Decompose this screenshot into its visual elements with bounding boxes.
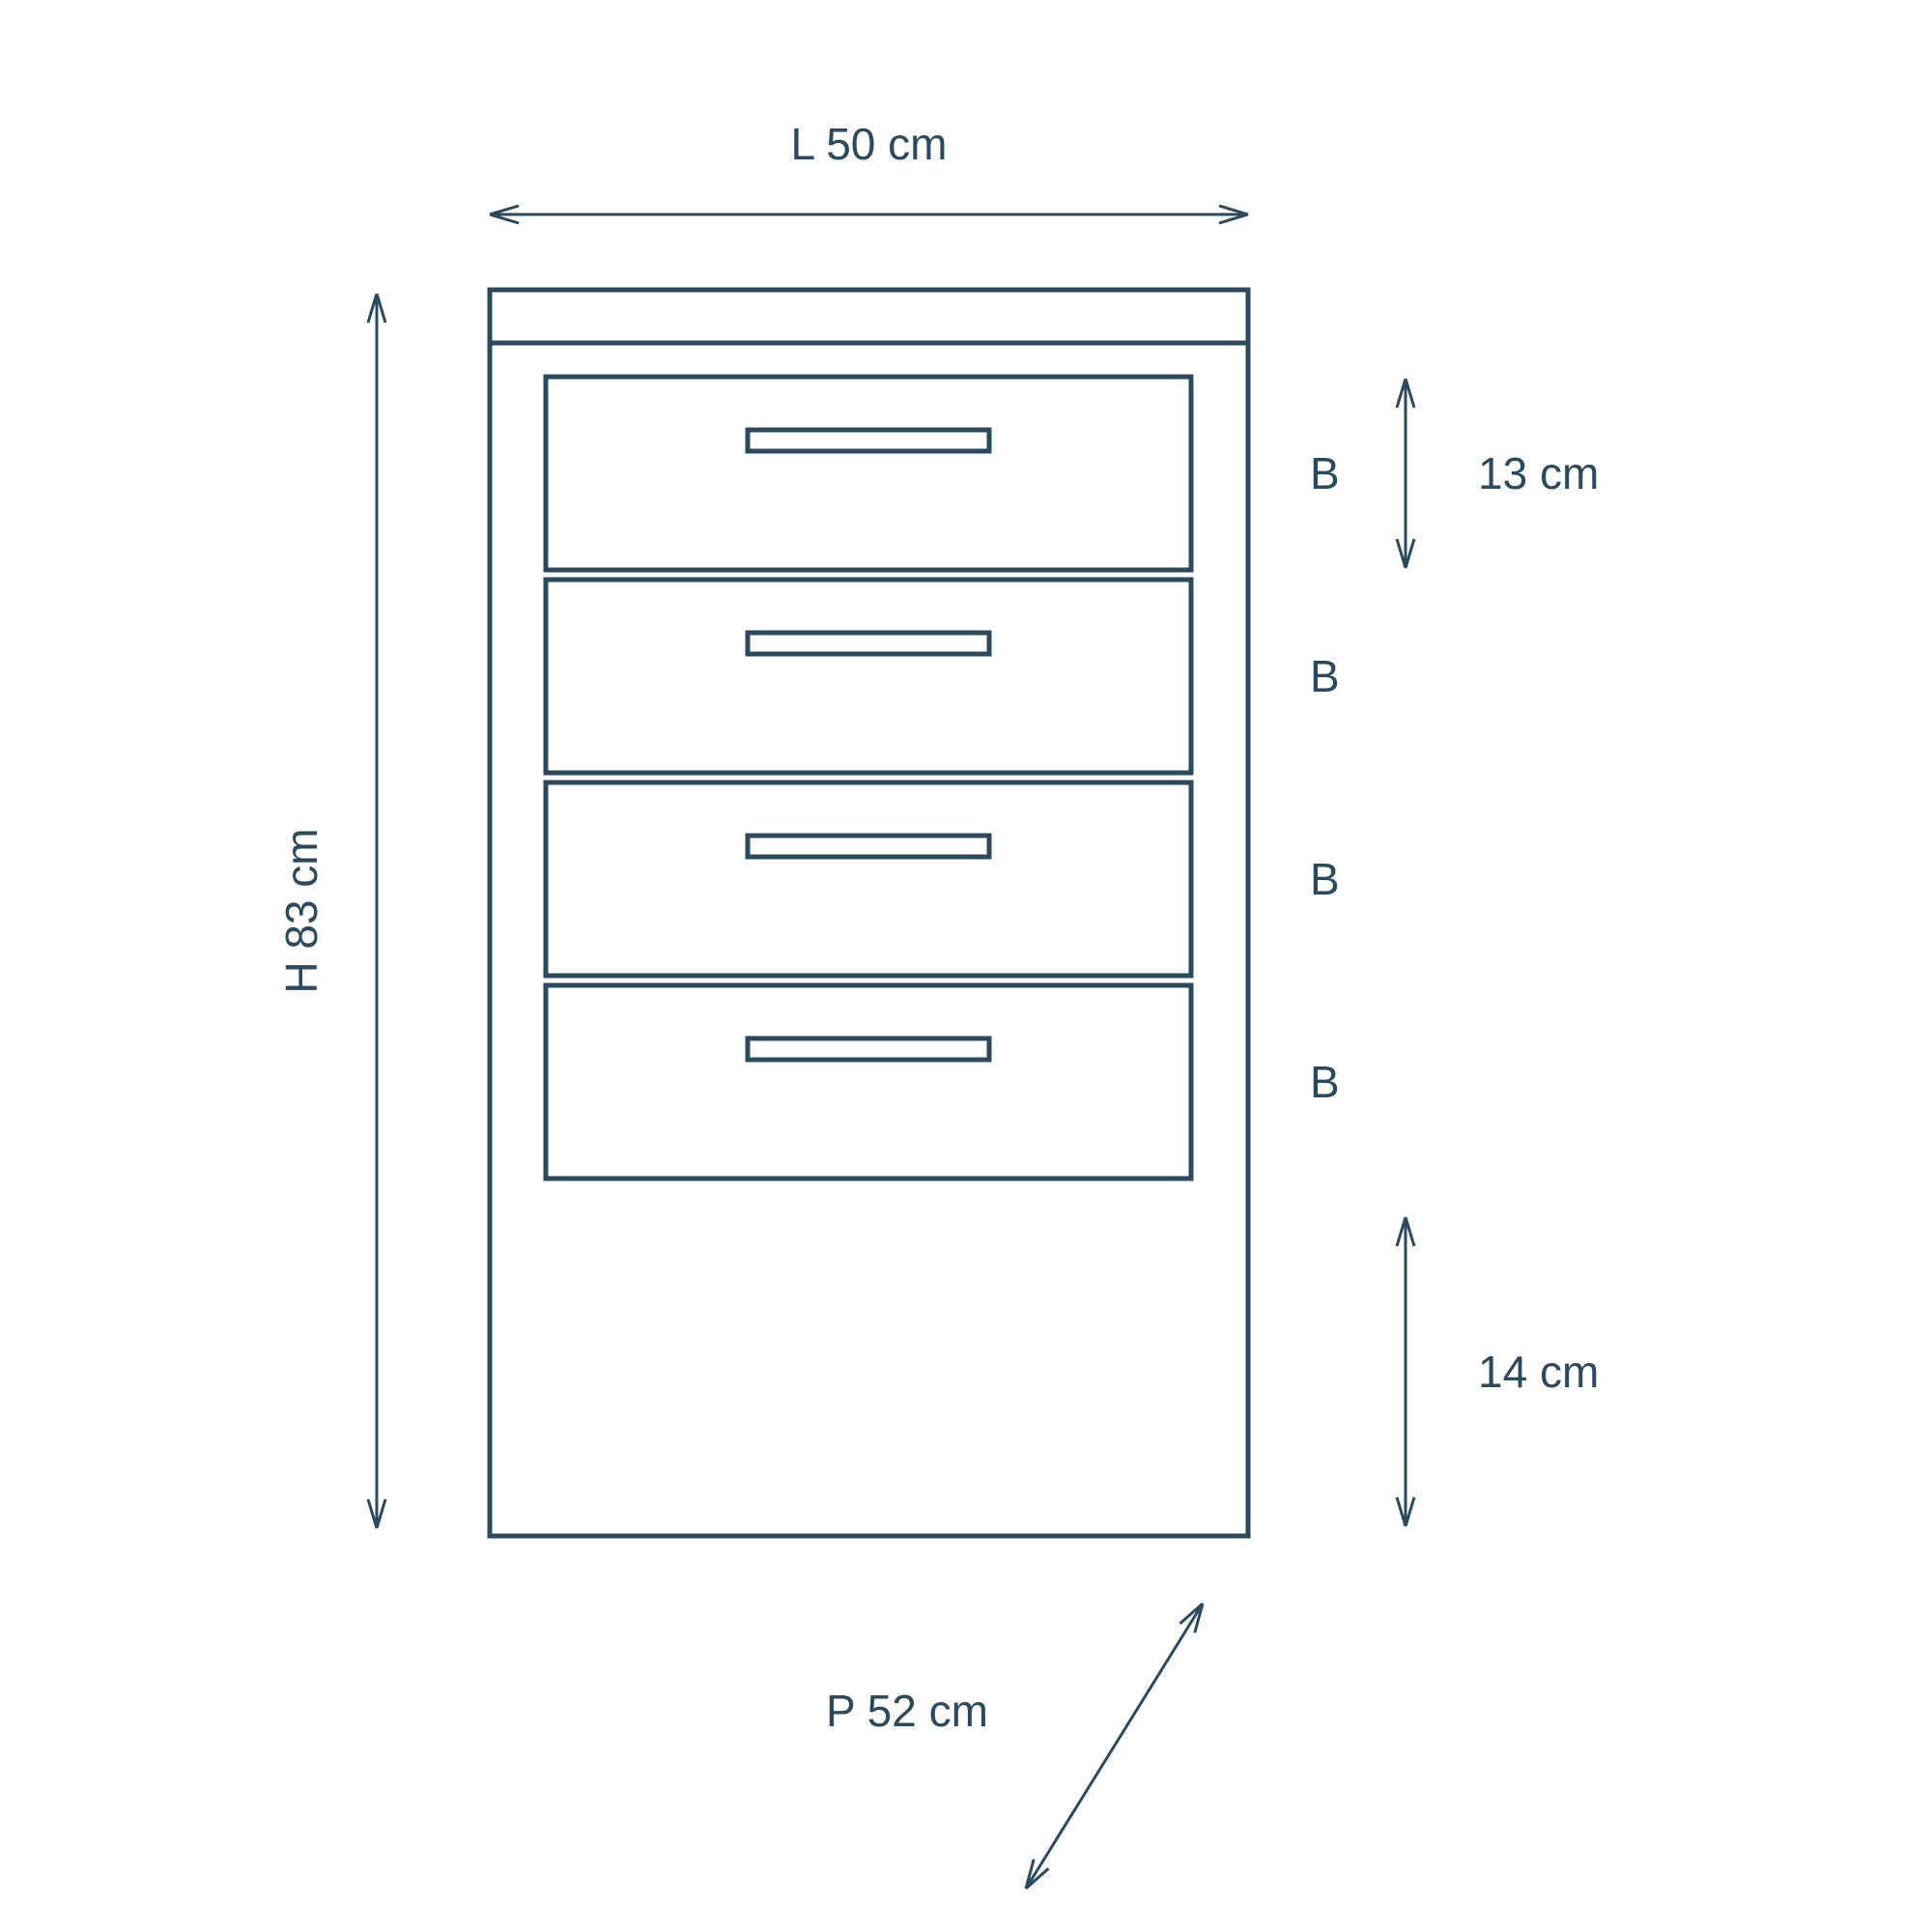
drawer-handle bbox=[748, 836, 989, 857]
height-label: H 83 cm bbox=[276, 828, 327, 993]
bottom-gap-label: 14 cm bbox=[1478, 1347, 1599, 1397]
drawer-handle bbox=[748, 633, 989, 654]
width-label: L 50 cm bbox=[791, 119, 948, 169]
drawer-letter: B bbox=[1310, 448, 1340, 498]
drawer-front bbox=[546, 377, 1191, 570]
furniture-dimension-diagram: L 50 cm H 83 cm B B B B 13 cm 14 cm P 52 cm bbox=[0, 0, 1932, 1932]
dimension-bottom-gap bbox=[1397, 1217, 1414, 1526]
drawer-front bbox=[546, 580, 1191, 773]
drawer-handle bbox=[748, 1038, 989, 1060]
dimension-width-top bbox=[490, 206, 1248, 223]
drawer-letter: B bbox=[1310, 854, 1340, 904]
dimension-height-left bbox=[368, 294, 385, 1528]
drawer-handle bbox=[748, 430, 989, 451]
drawers-group bbox=[546, 377, 1191, 1179]
drawer-front bbox=[546, 782, 1191, 976]
drawer-letter: B bbox=[1310, 651, 1340, 701]
drawer-front bbox=[546, 985, 1191, 1179]
drawer-height-label: 13 cm bbox=[1478, 448, 1599, 498]
dimension-drawer-height bbox=[1397, 379, 1414, 568]
depth-label: P 52 cm bbox=[826, 1686, 988, 1736]
drawer-letter: B bbox=[1310, 1057, 1340, 1107]
dimension-depth bbox=[1026, 1604, 1203, 1889]
cabinet-outline bbox=[490, 290, 1248, 1536]
drawer-letter-labels: B B B B bbox=[1310, 448, 1340, 1107]
